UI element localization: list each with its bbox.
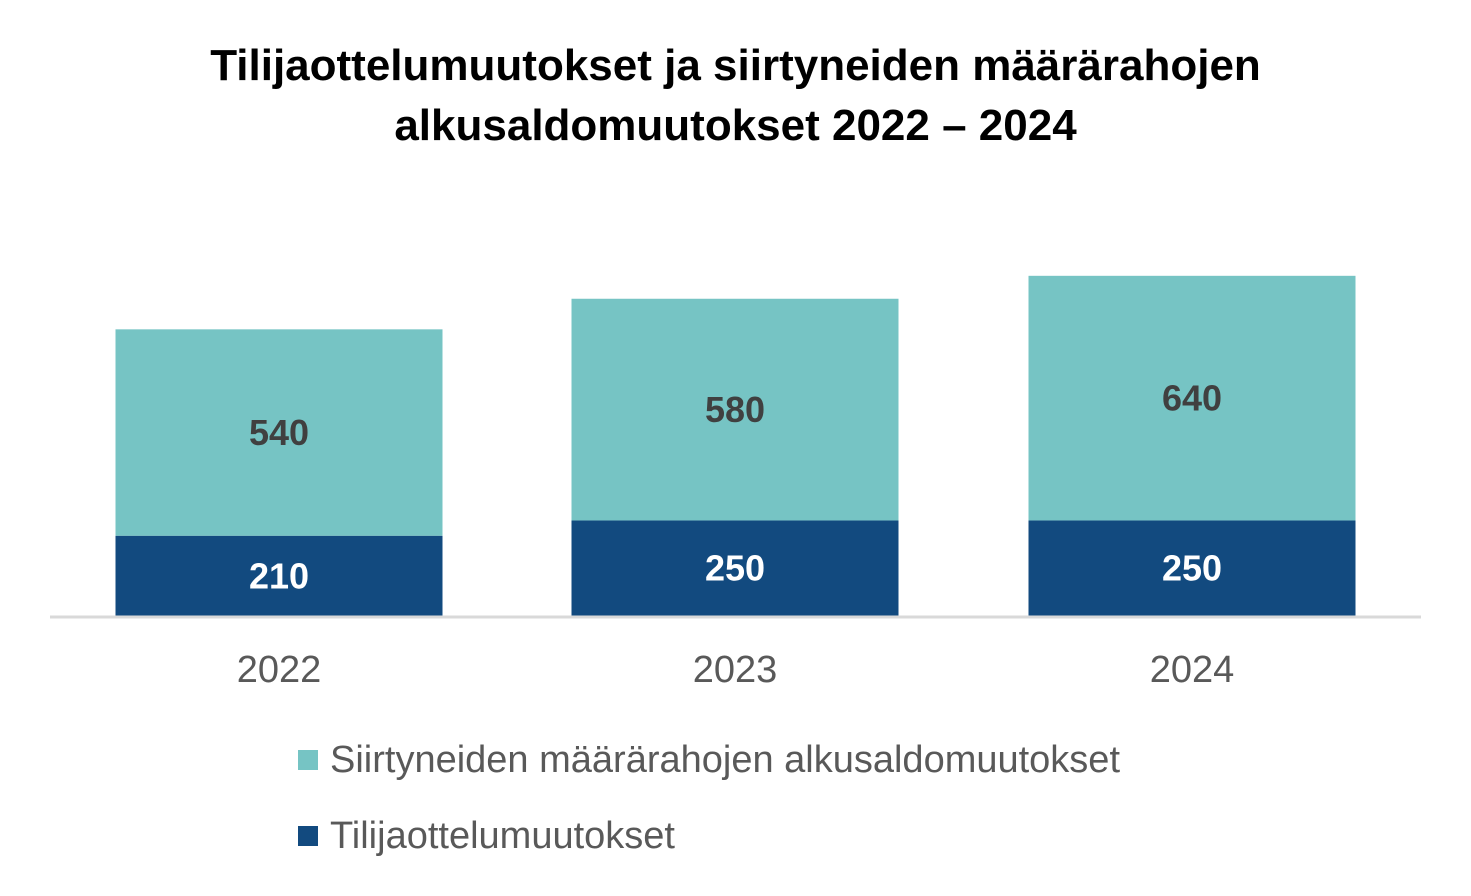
data-label-2022-series-1: 540 xyxy=(249,412,309,453)
bar-2024-series-1 xyxy=(1028,275,1356,521)
data-label-2023-series-0: 250 xyxy=(705,548,765,589)
legend-item-tilijaottelu: Tilijaottelumuutokset xyxy=(298,806,1120,866)
data-label-2024-series-1: 640 xyxy=(1162,378,1222,419)
data-label-2024-series-0: 250 xyxy=(1162,548,1222,589)
chart-legend: Siirtyneiden määrärahojen alkusaldomuuto… xyxy=(298,730,1120,882)
x-tick-label-2022: 2022 xyxy=(237,649,322,691)
bar-2024-series-0 xyxy=(1028,520,1356,616)
bar-2023-series-0 xyxy=(571,520,899,616)
legend-label-siirtyneet: Siirtyneiden määrärahojen alkusaldomuuto… xyxy=(330,738,1121,781)
chart-title-line-1: Tilijaottelumuutokset ja siirtyneiden mä… xyxy=(210,41,1261,90)
chart-plot: 210 540 2022 250 580 2023 250 640 2024 xyxy=(50,275,1421,691)
chart-title: Tilijaottelumuutokset ja siirtyneiden mä… xyxy=(0,36,1471,156)
bar-2022-series-0 xyxy=(115,535,443,616)
bar-2022-series-1 xyxy=(115,329,443,536)
bar-2023-series-1 xyxy=(571,298,899,521)
x-tick-label-2024: 2024 xyxy=(1150,649,1235,691)
legend-swatch-tilijaottelu xyxy=(298,826,318,846)
x-tick-label-2023: 2023 xyxy=(693,649,778,691)
legend-item-siirtyneet: Siirtyneiden määrärahojen alkusaldomuuto… xyxy=(298,730,1120,790)
data-label-2023-series-1: 580 xyxy=(705,389,765,430)
chart-title-line-2: alkusaldomuutokset 2022 – 2024 xyxy=(394,101,1077,150)
legend-swatch-siirtyneet xyxy=(298,750,318,770)
data-label-2022-series-0: 210 xyxy=(249,555,309,596)
legend-label-tilijaottelu: Tilijaottelumuutokset xyxy=(330,814,675,857)
